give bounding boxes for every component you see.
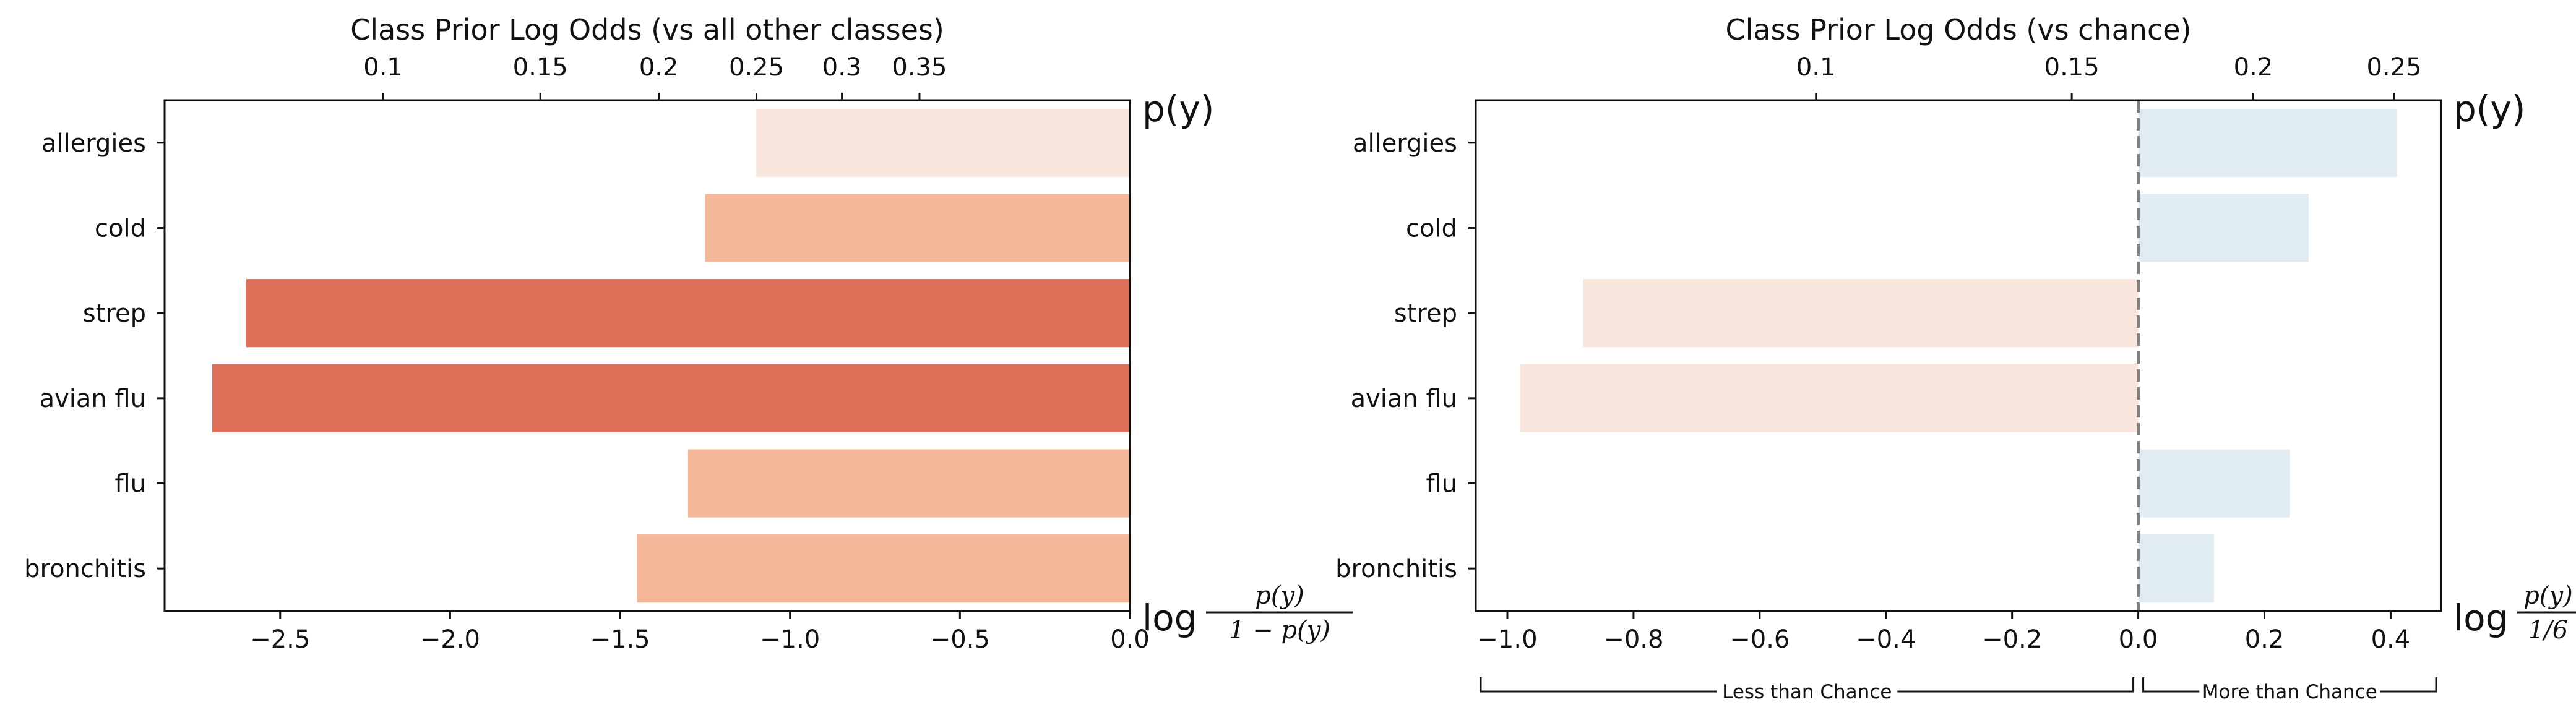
x-tick-label: 0.0 xyxy=(2119,625,2158,654)
bar-avian-flu xyxy=(1520,364,2139,432)
x-axis-label-denominator: 1/6 xyxy=(2528,616,2568,644)
x-axis-label-numerator: p(y) xyxy=(2523,581,2572,610)
category-label: cold xyxy=(95,215,146,243)
x-tick-label: −0.2 xyxy=(1982,625,2042,654)
x-tick-label: −0.5 xyxy=(930,625,990,654)
category-label: avian flu xyxy=(1351,385,1457,413)
bar-bronchitis xyxy=(2138,534,2214,603)
top-tick-label: 0.1 xyxy=(363,53,403,82)
category-label: cold xyxy=(1406,215,1457,243)
category-label: bronchitis xyxy=(1335,555,1457,583)
top-tick-label: 0.2 xyxy=(639,53,679,82)
top-tick-label: 0.2 xyxy=(2234,53,2273,82)
category-label: flu xyxy=(114,470,146,499)
plot-frame xyxy=(1475,99,2442,612)
x-tick-label: −0.8 xyxy=(1603,625,1663,654)
category-label: flu xyxy=(1426,470,1457,499)
bar-allergies xyxy=(2138,108,2397,177)
chart-title: Class Prior Log Odds (vs all other class… xyxy=(350,13,944,46)
bar-strep xyxy=(246,279,1130,348)
category-label: strep xyxy=(83,299,146,328)
x-axis-label-denominator: 1 − p(y) xyxy=(1229,616,1330,644)
category-label: allergies xyxy=(41,129,146,158)
brace xyxy=(1480,677,2135,693)
bar-avian-flu xyxy=(212,364,1131,432)
bar-flu xyxy=(2138,449,2290,518)
x-axis-label-log: log xyxy=(2453,597,2508,639)
top-tick-label: 0.3 xyxy=(822,53,862,82)
plot-frame xyxy=(163,99,1131,612)
top-tick-label: 0.35 xyxy=(892,53,947,82)
bar-bronchitis xyxy=(637,534,1130,603)
category-label: bronchitis xyxy=(24,555,146,583)
x-tick-label: −1.5 xyxy=(590,625,650,654)
x-tick-label: −0.6 xyxy=(1730,625,1790,654)
x-tick-label: −2.0 xyxy=(420,625,480,654)
top-tick-label: 0.15 xyxy=(2044,53,2100,82)
x-tick-label: −0.4 xyxy=(1856,625,1916,654)
bar-strep xyxy=(1583,279,2139,348)
category-label: avian flu xyxy=(40,385,146,413)
x-tick-label: −2.5 xyxy=(250,625,310,654)
category-label: strep xyxy=(1394,299,1457,328)
x-axis-label-numerator: p(y) xyxy=(1255,581,1304,610)
chart-title: Class Prior Log Odds (vs chance) xyxy=(1725,13,2191,46)
top-tick-label: 0.25 xyxy=(729,53,784,82)
x-tick-label: 0.0 xyxy=(1110,625,1150,654)
x-tick-label: 0.4 xyxy=(2371,625,2411,654)
brace-label: Less than Chance xyxy=(1722,681,1892,703)
bar-cold xyxy=(2138,194,2309,262)
x-axis-label-log: log xyxy=(1142,597,1197,639)
top-tick-label: 0.25 xyxy=(2366,53,2421,82)
x-tick-label: −1.0 xyxy=(760,625,820,654)
brace xyxy=(2142,677,2437,693)
category-label: allergies xyxy=(1353,129,1457,158)
x-tick-label: −1.0 xyxy=(1477,625,1537,654)
top-axis-label: p(y) xyxy=(1142,88,1214,130)
top-axis-label: p(y) xyxy=(2453,88,2525,130)
bar-flu xyxy=(687,449,1130,518)
bar-cold xyxy=(705,194,1130,262)
x-tick-label: 0.2 xyxy=(2245,625,2285,654)
top-tick-label: 0.1 xyxy=(1796,53,1836,82)
top-tick-label: 0.15 xyxy=(513,53,568,82)
brace-label: More than Chance xyxy=(2202,681,2377,703)
bar-allergies xyxy=(756,108,1130,177)
